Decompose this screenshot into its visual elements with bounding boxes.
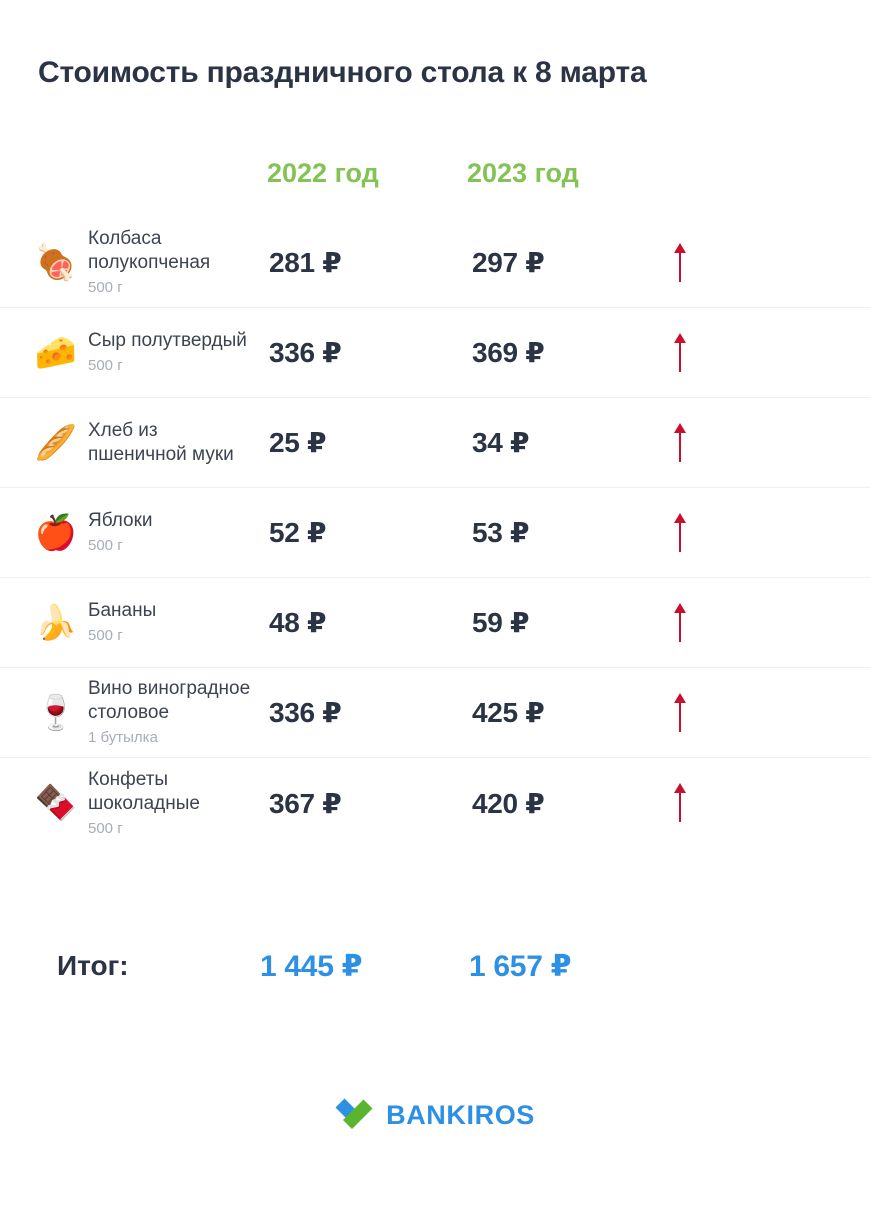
product-name-cell: Сыр полутвердый 500 г <box>88 329 260 375</box>
bankiros-checkmark-icon <box>335 1098 373 1132</box>
trend-cell <box>669 602 733 643</box>
product-name: Вино виноградное столовое <box>88 678 251 724</box>
cheese-icon: 🧀 <box>24 336 88 370</box>
product-name: Конфеты шоколадные <box>88 768 200 814</box>
arrow-up-icon <box>674 692 686 732</box>
product-name: Сыр полутвердый <box>88 330 247 352</box>
price-2022: 336 ₽ <box>269 337 342 368</box>
price-2022: 367 ₽ <box>269 787 342 819</box>
table-row: 🥖 Хлеб из пшеничной муки 25 ₽ 34 ₽ <box>0 398 870 488</box>
arrow-up-icon <box>674 783 686 822</box>
product-emoji: 🧀 <box>34 332 78 373</box>
bread-icon: 🥖 <box>24 426 88 460</box>
product-emoji: 🍖 <box>34 242 78 283</box>
arrow-up-icon <box>674 242 686 282</box>
trend-cell <box>669 692 733 733</box>
arrow-up-icon <box>674 332 686 372</box>
product-quantity: 500 г <box>88 279 123 297</box>
product-name-cell: Вино виноградное столовое 1 бутылка <box>88 677 260 747</box>
price-2023: 425 ₽ <box>472 697 545 728</box>
total-row: Итог: 1 445 ₽ 1 657 ₽ <box>0 936 870 996</box>
table-row: 🍌 Бананы 500 г 48 ₽59 ₽ <box>0 578 870 668</box>
product-name-cell: Яблоки 500 г <box>88 509 260 555</box>
trend-cell <box>669 242 733 283</box>
product-emoji: 🍌 <box>34 602 78 643</box>
product-name-cell: Колбаса полукопченая 500 г <box>88 227 260 297</box>
column-header-2023: 2023 год <box>467 158 579 188</box>
table-row: 🍷 Вино виноградное столовое 1 бутылка 336 ₽… <box>0 668 870 758</box>
total-label: Итог: <box>57 950 129 981</box>
product-name: Хлеб из пшеничной муки <box>88 419 234 465</box>
product-name: Яблоки <box>88 510 153 532</box>
product-emoji: 🍫 <box>34 783 78 823</box>
price-2022: 336 ₽ <box>269 697 342 728</box>
total-value-2023: 1 657 ₽ <box>469 949 572 983</box>
total-value-2022: 1 445 ₽ <box>260 949 363 983</box>
trend-cell <box>669 422 733 463</box>
table-row: 🍎 Яблоки 500 г 52 ₽53 ₽ <box>0 488 870 578</box>
product-emoji: 🥖 <box>34 422 78 463</box>
price-2022: 52 ₽ <box>269 517 327 548</box>
product-quantity: 500 г <box>88 819 123 837</box>
chocolate-icon: 🍫 <box>24 786 88 820</box>
price-table: 🍖 Колбаса полукопченая 500 г 281 ₽297 ₽ 🧀 Сыр… <box>0 218 870 848</box>
product-quantity: 500 г <box>88 357 123 375</box>
bankiros-logo[interactable]: BANKIROS <box>0 1098 870 1132</box>
price-2022: 25 ₽ <box>269 427 327 458</box>
product-name: Колбаса полукопченая <box>88 228 211 274</box>
price-2023: 297 ₽ <box>472 247 545 278</box>
product-quantity: 500 г <box>88 537 123 555</box>
product-name-cell: Бананы 500 г <box>88 599 260 645</box>
product-emoji: 🍷 <box>34 692 78 733</box>
product-quantity: 500 г <box>88 627 123 645</box>
bankiros-wordmark: BANKIROS <box>386 1099 535 1130</box>
apple-icon: 🍎 <box>24 516 88 550</box>
sausage-icon: 🍖 <box>24 246 88 280</box>
product-name-cell: Хлеб из пшеничной муки <box>88 419 260 467</box>
trend-cell <box>669 332 733 373</box>
price-2023: 34 ₽ <box>472 427 530 458</box>
table-row: 🧀 Сыр полутвердый 500 г 336 ₽369 ₽ <box>0 308 870 398</box>
price-2023: 53 ₽ <box>472 517 530 548</box>
column-header-2022: 2022 год <box>267 158 379 188</box>
price-2022: 48 ₽ <box>269 607 327 638</box>
price-2022: 281 ₽ <box>269 247 342 278</box>
arrow-up-icon <box>674 422 686 462</box>
arrow-up-icon <box>674 602 686 642</box>
wine-glass-icon: 🍷 <box>24 696 88 730</box>
column-headers: 2022 год 2023 год <box>0 158 870 204</box>
product-name: Бананы <box>88 600 157 622</box>
table-row: 🍖 Колбаса полукопченая 500 г 281 ₽ 297 ₽ <box>0 218 870 308</box>
arrow-up-icon <box>674 512 686 552</box>
price-2023: 59 ₽ <box>472 607 530 638</box>
trend-cell <box>669 783 733 823</box>
price-2023: 369 ₽ <box>472 337 545 368</box>
product-name-cell: Конфеты шоколадные 500 г <box>88 768 260 838</box>
price-2023: 420 ₽ <box>472 787 545 819</box>
product-emoji: 🍎 <box>34 512 78 553</box>
page-title: Стоимость праздничного стола к 8 марта <box>38 56 647 89</box>
product-quantity: 1 бутылка <box>88 729 158 747</box>
trend-cell <box>669 512 733 553</box>
banana-icon: 🍌 <box>24 606 88 640</box>
table-row: 🍫 Конфеты шоколадные 500 г 367 ₽ 420 ₽ <box>0 758 870 848</box>
